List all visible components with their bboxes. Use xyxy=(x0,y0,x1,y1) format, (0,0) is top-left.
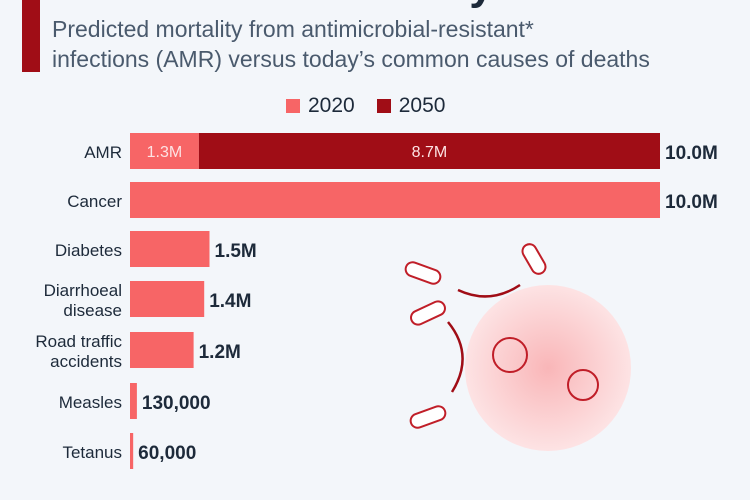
bar-2020-3 xyxy=(130,281,205,317)
category-label: Measles xyxy=(59,393,122,412)
category-label: Road traffic xyxy=(35,332,122,351)
subtitle-line-2: infections (AMR) versus today’s common c… xyxy=(52,46,650,72)
value-label: 1.4M xyxy=(209,291,251,312)
illustration xyxy=(404,243,631,451)
legend-label-2050: 2050 xyxy=(398,94,446,117)
chart-title: Infections Set To Skyrocket xyxy=(52,0,626,10)
value-label: 60,000 xyxy=(138,443,196,464)
bar-2020-0 xyxy=(130,133,199,169)
bar-2020-1 xyxy=(130,182,660,218)
legend: 2020 2050 xyxy=(286,94,445,118)
bar-2020-6 xyxy=(130,433,134,469)
value-label: 1.2M xyxy=(199,342,241,363)
legend-swatch-2020 xyxy=(286,99,300,113)
segment-label: 8.7M xyxy=(412,144,448,161)
category-label: Tetanus xyxy=(62,443,122,462)
segment-label: 1.3M xyxy=(147,144,183,161)
bar-2050-0 xyxy=(198,133,660,169)
value-label: 10.0M xyxy=(665,143,718,164)
bar-2020-2 xyxy=(130,231,210,267)
chart-subtitle: Predicted mortality from antimicrobial-r… xyxy=(52,14,742,74)
category-label: Cancer xyxy=(67,192,122,211)
virus-icon xyxy=(492,337,599,401)
pill-icon xyxy=(404,243,547,429)
legend-swatch-2050 xyxy=(376,99,391,113)
arrow-icon xyxy=(447,283,521,393)
bar-2020-5 xyxy=(130,383,137,419)
value-label: 10.0M xyxy=(665,192,718,213)
legend-item-2020: 2020 xyxy=(286,94,355,118)
bacteria-circle xyxy=(465,285,631,451)
accent-bar xyxy=(22,0,40,72)
category-label: AMR xyxy=(84,143,122,162)
category-label: Diarrhoeal xyxy=(44,281,122,300)
category-label: Diabetes xyxy=(55,241,122,260)
subtitle-line-1: Predicted mortality from antimicrobial-r… xyxy=(52,16,534,42)
value-label: 1.5M xyxy=(215,241,257,262)
value-label: 130,000 xyxy=(142,393,211,414)
legend-item-2050: 2050 xyxy=(376,94,446,118)
bar-2020-4 xyxy=(130,332,194,368)
category-label: accidents xyxy=(50,352,122,371)
legend-label-2020: 2020 xyxy=(308,94,355,117)
category-label: disease xyxy=(63,301,122,320)
